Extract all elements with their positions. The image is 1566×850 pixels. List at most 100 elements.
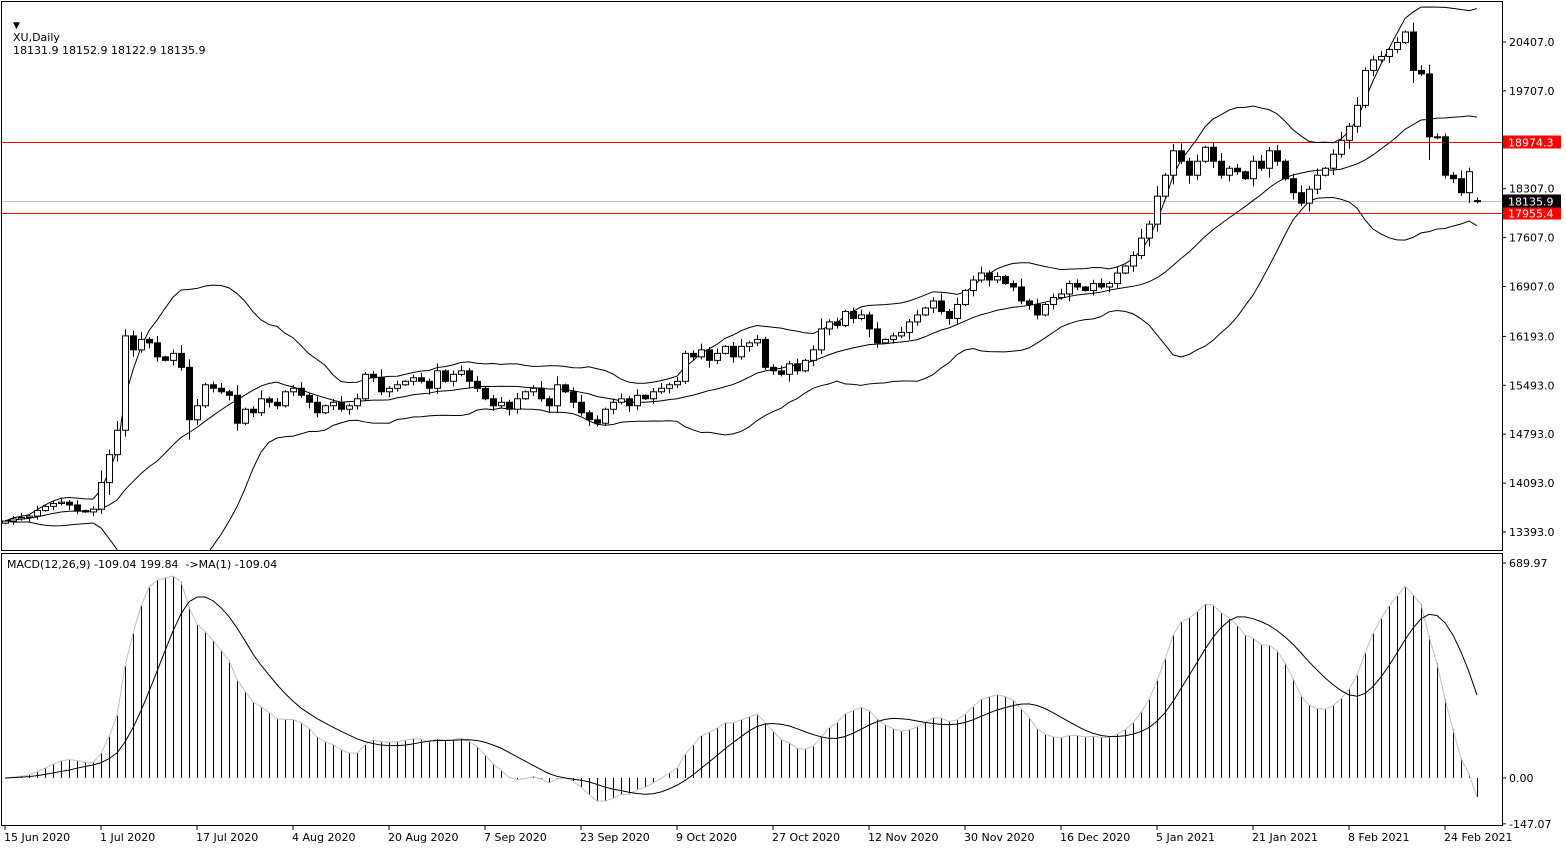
x-tick-label: 15 Jun 2020 (4, 831, 70, 844)
x-tick-label: 12 Nov 2020 (868, 831, 938, 844)
y-tick-label: 18307.0 (1509, 183, 1555, 196)
candle-body (386, 387, 393, 393)
candle (922, 306, 929, 317)
candle (250, 406, 257, 417)
x-tick-label: 27 Oct 2020 (772, 831, 840, 844)
candle-body (394, 384, 401, 389)
candle-body (274, 401, 281, 407)
candle (850, 307, 857, 324)
candle-body (146, 338, 153, 344)
candle (1106, 281, 1113, 293)
candle (10, 516, 17, 525)
candle-body (1338, 139, 1345, 155)
candle-body (1314, 174, 1321, 190)
candle (1186, 157, 1193, 184)
triangle-down-icon[interactable]: ▼ (13, 21, 20, 31)
candle (930, 297, 937, 313)
candle (1298, 185, 1305, 207)
current-price-label: 18135.9 (1508, 196, 1554, 209)
candle (1378, 51, 1385, 63)
candle-body (26, 515, 33, 519)
x-tick-label: 9 Oct 2020 (676, 831, 737, 844)
candle (114, 420, 121, 462)
candle-body (482, 387, 489, 400)
candle-body (1266, 150, 1273, 169)
candle-body (978, 272, 985, 281)
candle-body (562, 384, 569, 393)
candle-body (682, 352, 689, 382)
candle (1066, 280, 1073, 302)
macd-panel-frame (1, 553, 1503, 826)
candle-body (834, 321, 841, 326)
candle-body (1010, 283, 1017, 288)
candle-body (1274, 150, 1281, 162)
candle-body (1394, 41, 1401, 50)
candle-body (530, 387, 537, 393)
candle-body (1418, 69, 1425, 75)
candle-body (66, 501, 73, 506)
candle-body (1202, 146, 1209, 162)
candle (858, 309, 865, 321)
candle-body (186, 366, 193, 421)
candle-body (818, 328, 825, 351)
candle-body (1442, 136, 1449, 176)
candle-body (378, 377, 385, 393)
candle-body (58, 501, 65, 505)
candle-body (722, 345, 729, 354)
candle (474, 376, 481, 393)
candle-body (946, 310, 953, 319)
x-tick-label: 20 Aug 2020 (388, 831, 458, 844)
candle (1402, 30, 1409, 44)
candle (1202, 145, 1209, 163)
candle-body (1066, 283, 1073, 295)
candle-body (490, 398, 497, 407)
candle (498, 397, 505, 408)
candle-body (1162, 174, 1169, 197)
candle-body (266, 398, 273, 403)
candle-body (1426, 73, 1433, 138)
candle (1394, 37, 1401, 54)
candle (266, 396, 273, 408)
candle-body (442, 370, 449, 382)
candle-body (594, 419, 601, 424)
candle-body (330, 401, 337, 407)
candle-body (306, 394, 313, 403)
y-tick-label: 17607.0 (1509, 232, 1555, 245)
macd-y-tick-label: -147.07 (1509, 818, 1551, 831)
candle-body (234, 394, 241, 424)
candle (506, 399, 513, 416)
candle (1082, 285, 1089, 292)
candle (1170, 143, 1177, 185)
candle (1306, 185, 1313, 212)
candle-body (882, 338, 889, 344)
candle (522, 390, 529, 401)
x-tick-label: 21 Jan 2021 (1252, 831, 1318, 844)
y-tick-label: 19707.0 (1509, 85, 1555, 98)
candle (330, 399, 337, 410)
candle-body (570, 391, 577, 403)
candle-body (1034, 303, 1041, 316)
candle-body (1242, 171, 1249, 180)
candle (154, 336, 161, 362)
candle (1386, 46, 1393, 63)
candle (306, 392, 313, 409)
candle (1442, 133, 1449, 179)
candle-body (1130, 255, 1137, 267)
candle-body (1138, 237, 1145, 257)
candle (258, 390, 265, 417)
candle-body (258, 398, 265, 414)
candle-body (170, 352, 177, 361)
candle (866, 311, 873, 338)
candle-body (1346, 125, 1353, 141)
candle (218, 383, 225, 394)
macd-outline (4, 575, 1478, 802)
candle (1426, 64, 1433, 160)
candle-body (10, 518, 17, 522)
candle (714, 348, 721, 365)
candle-body (90, 508, 97, 513)
candle (1218, 152, 1225, 179)
candle-body (210, 384, 217, 389)
symbol-label: XU,Daily (13, 31, 60, 44)
candle (418, 372, 425, 384)
